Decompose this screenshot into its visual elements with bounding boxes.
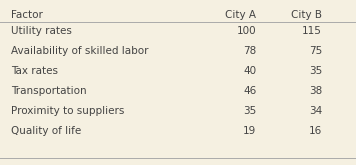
Text: City B: City B <box>291 10 322 20</box>
Text: Quality of life: Quality of life <box>11 126 81 136</box>
Text: 46: 46 <box>243 86 256 96</box>
Text: 40: 40 <box>243 66 256 76</box>
Text: Utility rates: Utility rates <box>11 26 72 36</box>
Text: 115: 115 <box>302 26 322 36</box>
Text: City A: City A <box>225 10 256 20</box>
Text: Proximity to suppliers: Proximity to suppliers <box>11 106 124 116</box>
Text: Factor: Factor <box>11 10 43 20</box>
Text: 35: 35 <box>309 66 322 76</box>
Text: 75: 75 <box>309 46 322 56</box>
Text: 38: 38 <box>309 86 322 96</box>
Text: 19: 19 <box>243 126 256 136</box>
Text: Transportation: Transportation <box>11 86 86 96</box>
Text: 100: 100 <box>237 26 256 36</box>
Text: 16: 16 <box>309 126 322 136</box>
Text: 35: 35 <box>243 106 256 116</box>
Text: 78: 78 <box>243 46 256 56</box>
Text: 34: 34 <box>309 106 322 116</box>
Text: Availability of skilled labor: Availability of skilled labor <box>11 46 148 56</box>
Text: Tax rates: Tax rates <box>11 66 58 76</box>
